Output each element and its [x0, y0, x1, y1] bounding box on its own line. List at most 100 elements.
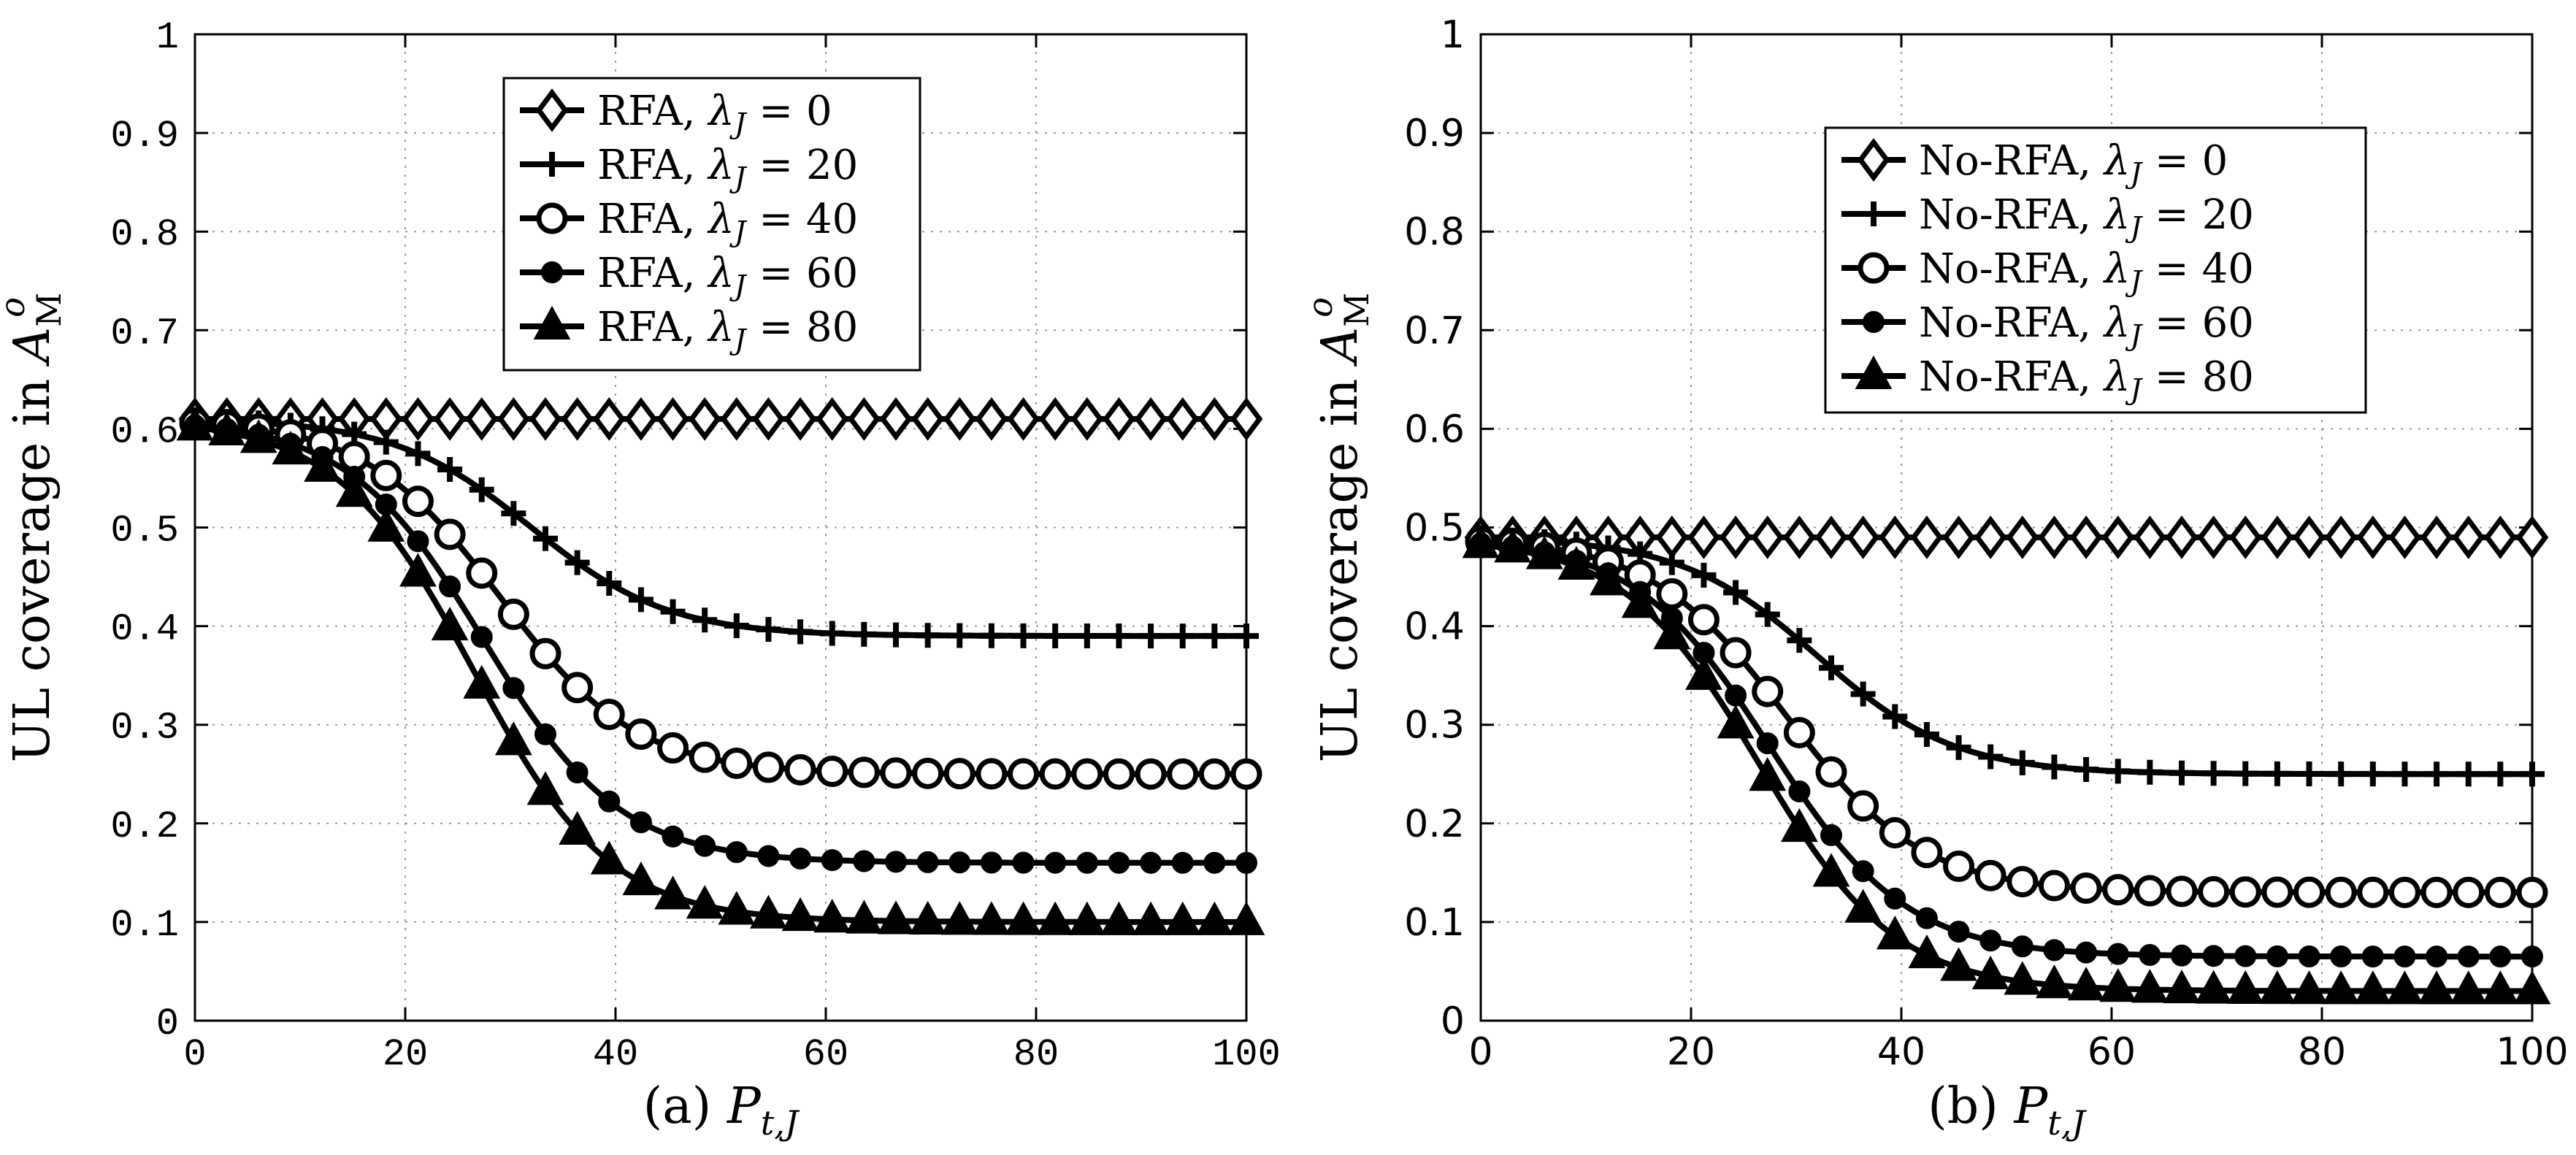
data-point	[2261, 876, 2293, 908]
data-point	[694, 834, 716, 857]
data-point	[880, 757, 912, 789]
data-point	[2038, 515, 2071, 559]
data-point	[2328, 761, 2354, 787]
data-point	[947, 623, 973, 648]
data-point	[566, 761, 589, 784]
data-point	[2513, 970, 2551, 1005]
data-point	[1135, 758, 1167, 790]
data-point	[1971, 955, 2009, 990]
data-point	[943, 758, 975, 790]
y-tick-label: 0.3	[110, 707, 179, 750]
data-point	[2291, 970, 2328, 1005]
y-tick-label: 1	[156, 16, 179, 59]
data-point	[2424, 761, 2450, 787]
data-point	[948, 851, 971, 874]
data-point	[1787, 628, 1812, 653]
data-point	[911, 397, 945, 441]
data-point	[1719, 515, 1752, 559]
data-point	[2489, 945, 2512, 968]
data-point	[2169, 760, 2194, 786]
data-point	[561, 672, 594, 704]
data-point	[176, 407, 214, 441]
data-point	[2357, 876, 2389, 908]
data-point	[975, 397, 1008, 441]
data-point	[975, 758, 1008, 790]
data-point	[845, 899, 883, 934]
series-line	[194, 420, 1246, 778]
data-point	[1974, 859, 2006, 891]
data-point	[529, 637, 561, 669]
series-line	[194, 422, 1246, 866]
legend-label: RFA, λJ = 0	[597, 88, 832, 141]
data-point	[1100, 901, 1138, 935]
data-point	[2354, 970, 2392, 1005]
data-point	[2484, 876, 2516, 908]
data-point	[1752, 675, 1784, 707]
data-point	[1911, 837, 1943, 869]
data-point	[1044, 851, 1067, 874]
data-point	[1197, 397, 1231, 441]
series-circle	[1465, 526, 2548, 908]
data-point	[2456, 761, 2481, 787]
data-point	[1847, 515, 1880, 559]
data-point	[431, 607, 469, 641]
x-tick-label: 20	[1667, 1030, 1715, 1074]
series-line	[1480, 536, 2532, 778]
data-point	[1978, 744, 2004, 770]
data-point	[1884, 887, 1906, 910]
data-point	[1820, 824, 1842, 846]
data-point	[2516, 876, 2548, 908]
data-point	[1043, 623, 1068, 648]
y-tick-label: 0.8	[110, 213, 179, 256]
data-point	[724, 613, 749, 639]
data-point	[2483, 515, 2517, 559]
data-point	[526, 771, 564, 805]
legend-label: No-RFA, λJ = 80	[1919, 353, 2254, 407]
data-point	[2139, 943, 2161, 966]
data-point	[912, 757, 944, 789]
data-point	[2171, 944, 2193, 967]
data-point	[1782, 515, 1816, 559]
data-point	[1621, 584, 1659, 618]
data-point	[373, 429, 399, 455]
data-point	[1071, 758, 1103, 790]
x-axis-label: (a) Pt,J	[643, 1078, 800, 1143]
data-point	[1132, 901, 1170, 935]
data-point	[439, 575, 461, 598]
x-tick-label: 20	[383, 1033, 428, 1076]
data-point	[2229, 876, 2261, 908]
legend-marker	[1858, 252, 1890, 284]
data-point	[1788, 780, 1811, 803]
data-point	[1103, 758, 1135, 790]
y-tick-label: 0.9	[110, 115, 179, 158]
legend-marker	[535, 88, 569, 132]
data-point	[1005, 901, 1042, 935]
data-point	[2226, 970, 2264, 1004]
x-tick-label: 0	[183, 1033, 206, 1076]
data-point	[559, 810, 597, 845]
data-point	[1812, 853, 1850, 887]
data-point	[2070, 872, 2102, 904]
data-point	[208, 411, 246, 446]
data-point	[405, 441, 431, 467]
data-point	[718, 891, 756, 925]
data-point	[1940, 947, 1977, 981]
legend-marker	[536, 202, 568, 234]
data-point	[2388, 876, 2420, 908]
data-point	[2488, 761, 2513, 787]
data-point	[2102, 874, 2134, 906]
data-point	[1876, 916, 1914, 950]
data-point	[1914, 721, 1939, 747]
legend-label: RFA, λJ = 60	[597, 250, 858, 303]
data-point	[883, 622, 908, 648]
data-point	[2330, 945, 2353, 968]
legend-label: RFA, λJ = 80	[597, 304, 858, 357]
data-point	[370, 459, 402, 491]
data-point	[465, 397, 499, 441]
data-point	[1943, 851, 1975, 883]
data-point	[943, 397, 976, 441]
data-point	[686, 885, 724, 919]
y-axis-label: UL coverage in AMo	[1300, 293, 1376, 763]
data-point	[1235, 851, 1257, 874]
data-point	[1230, 758, 1262, 790]
